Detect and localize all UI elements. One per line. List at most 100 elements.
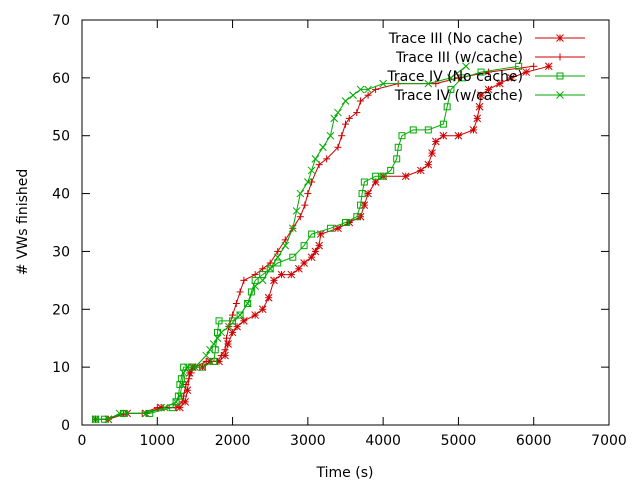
data-point <box>307 166 316 175</box>
legend-label: Trace III (w/cache) <box>395 50 523 66</box>
data-point <box>183 363 192 371</box>
series-1 <box>91 62 553 424</box>
x-axis-label: Time (s) <box>316 465 374 480</box>
data-point <box>311 155 320 163</box>
data-point <box>428 149 436 157</box>
data-point <box>349 91 357 100</box>
data-point <box>477 91 485 100</box>
data-point <box>229 317 237 325</box>
legend-marker <box>556 72 564 80</box>
data-point <box>259 271 267 279</box>
data-point <box>176 392 184 400</box>
data-point <box>458 74 466 82</box>
y-tick-label: 30 <box>52 244 70 260</box>
data-point <box>191 363 199 371</box>
data-point <box>315 241 324 250</box>
data-point <box>424 160 433 169</box>
data-point <box>178 398 186 406</box>
series-layer <box>91 62 553 424</box>
plot-frame <box>81 19 610 426</box>
legend-marker <box>556 91 564 99</box>
data-point <box>273 253 282 262</box>
y-axis-label: # VWs finished <box>15 169 31 276</box>
data-point <box>424 79 433 88</box>
data-point <box>360 201 369 209</box>
data-point <box>296 189 305 198</box>
data-point <box>315 161 323 169</box>
data-point <box>334 143 342 151</box>
data-point <box>266 265 274 273</box>
data-point <box>209 340 218 348</box>
x-tick-label: 1000 <box>139 433 175 449</box>
data-point <box>274 247 282 255</box>
data-point <box>236 288 244 296</box>
y-axis-ticks: 0 10 20 30 40 50 60 70 <box>52 13 609 434</box>
data-point <box>364 91 372 99</box>
data-point <box>515 62 523 70</box>
x-tick-label: 6000 <box>516 433 552 449</box>
legend-marker <box>556 34 564 42</box>
data-point <box>258 305 267 314</box>
y-tick-label: 20 <box>52 302 70 318</box>
data-point <box>296 213 304 221</box>
y-tick-label: 60 <box>52 71 70 87</box>
data-point <box>342 120 349 128</box>
series-2 <box>92 62 538 423</box>
data-point <box>223 334 231 342</box>
data-point <box>469 126 478 134</box>
data-point <box>198 363 206 371</box>
data-point <box>439 120 447 128</box>
y-tick-label: 50 <box>52 129 70 145</box>
data-point <box>353 109 361 117</box>
data-point <box>522 68 531 76</box>
data-point <box>206 345 214 354</box>
data-point <box>274 259 282 267</box>
series-line <box>95 65 519 420</box>
data-point <box>142 409 150 418</box>
data-point <box>342 219 349 226</box>
data-point <box>258 276 267 285</box>
series-4 <box>91 62 470 424</box>
data-point <box>454 131 463 140</box>
data-point <box>485 68 493 76</box>
series-3 <box>92 62 523 423</box>
data-point <box>251 276 259 284</box>
data-point <box>300 259 308 267</box>
data-point <box>394 143 402 151</box>
data-point <box>379 79 387 88</box>
data-point <box>360 178 368 186</box>
x-tick-label: 7000 <box>591 433 627 449</box>
data-point <box>289 253 297 261</box>
data-point <box>447 85 455 93</box>
data-point <box>232 300 240 307</box>
data-point <box>475 102 484 111</box>
data-point <box>304 190 312 198</box>
x-tick-label: 3000 <box>290 433 326 449</box>
data-point <box>334 108 342 117</box>
data-point <box>326 224 334 232</box>
data-point <box>251 282 260 290</box>
legend-item: Trace III (No cache) <box>388 31 585 47</box>
data-point <box>217 328 226 337</box>
data-point <box>160 403 169 412</box>
series-line <box>95 65 534 420</box>
data-point <box>217 352 225 360</box>
data-point <box>379 172 387 180</box>
data-point <box>215 317 223 325</box>
data-point <box>409 126 417 134</box>
x-tick-label: 4000 <box>365 433 401 449</box>
x-tick-label: 5000 <box>441 433 477 449</box>
data-point <box>443 103 451 111</box>
data-point <box>185 375 193 383</box>
data-point <box>91 415 100 424</box>
data-point <box>264 293 273 302</box>
data-point <box>301 201 309 209</box>
data-point <box>544 62 553 71</box>
y-tick-label: 0 <box>61 418 70 434</box>
data-point <box>393 155 401 163</box>
data-point <box>356 212 365 221</box>
data-point <box>236 311 244 319</box>
data-point <box>172 398 180 406</box>
data-point <box>202 357 210 365</box>
